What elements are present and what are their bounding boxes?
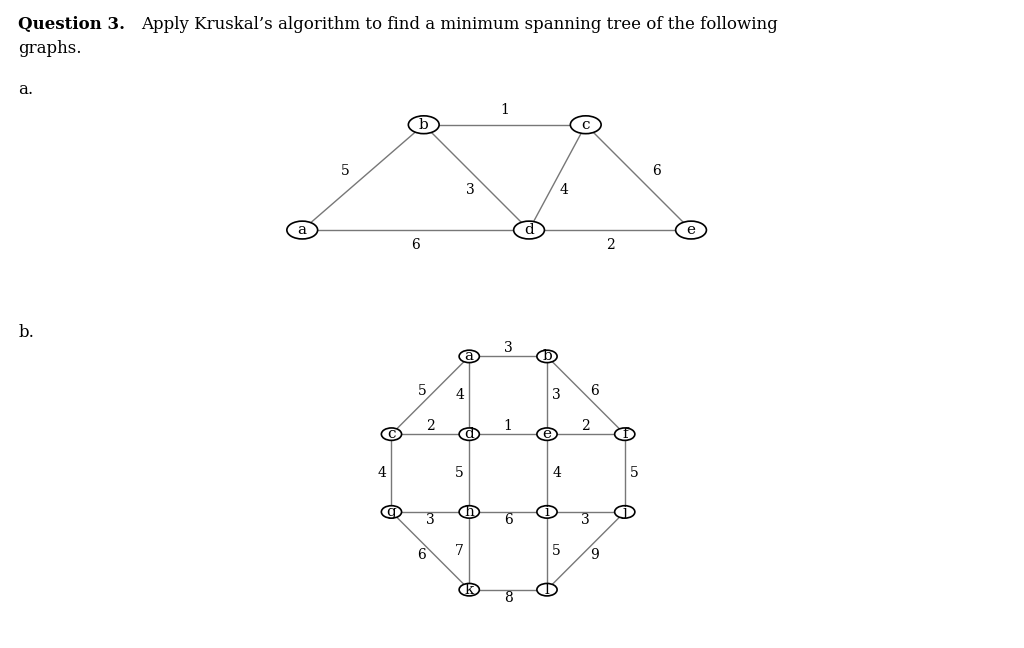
- Ellipse shape: [409, 116, 439, 133]
- Text: c: c: [582, 118, 590, 132]
- Text: 2: 2: [582, 419, 590, 433]
- Ellipse shape: [381, 428, 401, 441]
- Text: 5: 5: [418, 384, 426, 398]
- Ellipse shape: [570, 116, 601, 133]
- Ellipse shape: [459, 428, 479, 441]
- Text: 5: 5: [630, 466, 639, 480]
- Text: 6: 6: [652, 164, 660, 178]
- Text: 6: 6: [590, 384, 599, 398]
- Text: 4: 4: [377, 466, 386, 480]
- Text: 4: 4: [559, 183, 568, 198]
- Ellipse shape: [537, 583, 557, 596]
- Text: b.: b.: [18, 324, 35, 341]
- Text: c: c: [387, 427, 395, 441]
- Text: i: i: [545, 505, 550, 519]
- Text: 3: 3: [504, 341, 512, 355]
- Text: d: d: [464, 427, 474, 441]
- Text: 5: 5: [552, 544, 561, 558]
- Ellipse shape: [614, 505, 635, 518]
- Text: a: a: [298, 223, 307, 237]
- Text: 2: 2: [605, 238, 614, 251]
- Text: h: h: [464, 505, 474, 519]
- Ellipse shape: [514, 221, 545, 239]
- Ellipse shape: [537, 428, 557, 441]
- Text: 6: 6: [418, 548, 426, 562]
- Ellipse shape: [287, 221, 317, 239]
- Text: k: k: [465, 583, 474, 597]
- Text: 2: 2: [426, 419, 435, 433]
- Ellipse shape: [676, 221, 707, 239]
- Text: b: b: [542, 349, 552, 364]
- Text: e: e: [686, 223, 695, 237]
- Text: 4: 4: [552, 466, 561, 480]
- Text: Apply Kruskal’s algorithm to find a minimum spanning tree of the following: Apply Kruskal’s algorithm to find a mini…: [141, 16, 778, 33]
- Text: f: f: [622, 427, 628, 441]
- Text: j: j: [623, 505, 627, 519]
- Text: 8: 8: [504, 591, 512, 605]
- Text: e: e: [543, 427, 552, 441]
- Text: 4: 4: [455, 388, 464, 402]
- Text: 5: 5: [455, 466, 464, 480]
- Text: 7: 7: [455, 544, 464, 558]
- Text: 3: 3: [552, 388, 561, 402]
- Text: 3: 3: [426, 513, 435, 527]
- Text: 3: 3: [582, 513, 590, 527]
- Text: 9: 9: [590, 548, 599, 562]
- Text: 3: 3: [466, 183, 474, 198]
- Text: 6: 6: [504, 513, 512, 527]
- Text: 5: 5: [341, 164, 349, 178]
- Text: a.: a.: [18, 81, 34, 98]
- Text: graphs.: graphs.: [18, 40, 82, 57]
- Ellipse shape: [459, 350, 479, 363]
- Ellipse shape: [614, 428, 635, 441]
- Ellipse shape: [381, 505, 401, 518]
- Text: 1: 1: [504, 419, 513, 433]
- Text: 6: 6: [412, 238, 420, 251]
- Text: a: a: [465, 349, 474, 364]
- Text: d: d: [524, 223, 534, 237]
- Ellipse shape: [459, 505, 479, 518]
- Text: Question 3.: Question 3.: [18, 16, 125, 33]
- Ellipse shape: [537, 505, 557, 518]
- Ellipse shape: [459, 583, 479, 596]
- Ellipse shape: [537, 350, 557, 363]
- Text: b: b: [419, 118, 429, 132]
- Text: l: l: [545, 583, 550, 597]
- Text: 1: 1: [501, 103, 509, 117]
- Text: g: g: [387, 505, 396, 519]
